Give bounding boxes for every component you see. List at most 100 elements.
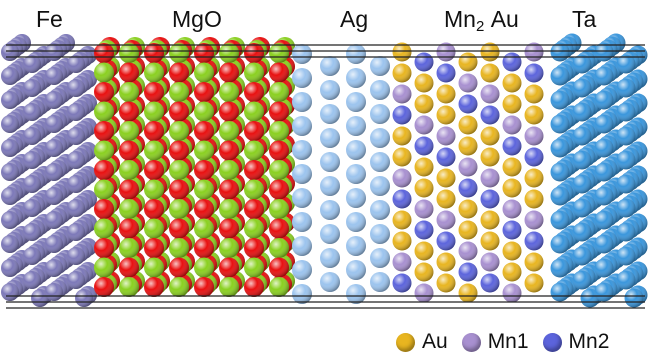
- mn1-atom-shading: [414, 283, 434, 303]
- ag-atom-shading: [346, 212, 366, 232]
- fe-atom-shading: [1, 91, 19, 109]
- o-atom-shading: [269, 140, 289, 161]
- o-atom-shading: [219, 101, 239, 122]
- fe-atom-shading: [67, 103, 85, 121]
- ag-atom-shading: [292, 68, 312, 88]
- au-atom-shading: [458, 52, 478, 72]
- ta-atom-shading: [594, 90, 614, 110]
- o-atom-shading: [269, 257, 289, 278]
- mn1-atom-shading: [480, 252, 500, 272]
- o-atom-shading: [144, 277, 164, 297]
- ta-atom-shading: [616, 126, 636, 146]
- mg-atom-shading: [119, 277, 139, 297]
- au-atom-shading: [414, 157, 434, 177]
- ag-atom-shading: [346, 140, 366, 160]
- au-atom-shading: [502, 262, 522, 282]
- au-atom-shading: [524, 273, 544, 293]
- o-atom-shading: [194, 82, 214, 102]
- ta-atom-shading: [572, 174, 592, 194]
- mg-atom-shading: [194, 257, 214, 278]
- ta-atom-shading: [572, 126, 592, 146]
- mg-atom-shading: [244, 179, 264, 200]
- legend-item-au: Au: [396, 330, 448, 354]
- ta-atom-shading: [616, 78, 636, 98]
- mg-atom-shading: [244, 257, 264, 278]
- mg-atom-shading: [119, 82, 139, 102]
- ta-atom-shading: [594, 282, 614, 302]
- o-atom-shading: [244, 238, 264, 258]
- ta-atom-shading: [616, 222, 636, 242]
- o-atom-shading: [244, 121, 264, 141]
- fe-atom-shading: [67, 79, 85, 97]
- mn1-atom-shading: [392, 84, 412, 104]
- mn2-atom-shading: [436, 231, 456, 251]
- ag-atom-shading: [292, 92, 312, 112]
- fe-atom-shading: [75, 289, 93, 307]
- o-atom-shading: [144, 82, 164, 102]
- mg-atom-shading: [144, 179, 164, 200]
- fe-atom-shading: [45, 43, 63, 61]
- o-atom-shading: [94, 238, 114, 258]
- o-atom-shading: [94, 121, 114, 141]
- o-atom-shading: [219, 179, 239, 200]
- au-atom-shading: [436, 84, 456, 104]
- au-atom-shading: [436, 189, 456, 209]
- ag-atom-shading: [320, 128, 340, 148]
- cell-frame-lines: [6, 44, 645, 309]
- o-atom-shading: [144, 199, 164, 219]
- ta-layer: [550, 33, 648, 308]
- mn1-atom-shading: [524, 210, 544, 230]
- fe-atom-shading: [23, 175, 41, 193]
- ag-atom-shading: [346, 116, 366, 136]
- ag-atom-shading: [320, 56, 340, 76]
- o-atom-shading: [119, 218, 139, 239]
- o-atom-shading: [194, 199, 214, 219]
- ta-atom-shading: [594, 258, 614, 278]
- mn1-atom-shading: [458, 157, 478, 177]
- ta-atom-shading: [594, 162, 614, 182]
- ag-atom-shading: [346, 44, 366, 64]
- mn2-atom-shading: [458, 262, 478, 282]
- au-atom-shading: [414, 178, 434, 198]
- ag-atom-shading: [320, 152, 340, 172]
- mn1-atom-shading: [480, 168, 500, 188]
- ag-atom-shading: [292, 140, 312, 160]
- fe-atom-shading: [23, 127, 41, 145]
- mg-atom-shading: [219, 121, 239, 141]
- ta-atom-shading: [550, 186, 570, 206]
- fe-atom-shading: [67, 175, 85, 193]
- mn2-atom-shading: [436, 63, 456, 83]
- ag-atom-shading: [346, 164, 366, 184]
- mn1-atom-shading: [480, 84, 500, 104]
- ta-atom-shading: [616, 198, 636, 218]
- au-atom-shading: [524, 168, 544, 188]
- mg-atom-shading: [144, 101, 164, 122]
- mg-atom-shading: [269, 199, 289, 219]
- mg-atom-shading: [194, 101, 214, 122]
- ag-atom-shading: [370, 248, 390, 268]
- o-atom-shading: [169, 179, 189, 200]
- ag-atom-shading: [292, 44, 312, 64]
- au-atom-shading: [458, 136, 478, 156]
- mg-atom-shading: [119, 199, 139, 219]
- mn2au-label-base: Mn: [444, 6, 476, 32]
- o-atom-shading: [144, 43, 164, 63]
- mg-atom-shading: [219, 277, 239, 297]
- au-atom-shading: [458, 220, 478, 240]
- ag-atom-shading: [346, 188, 366, 208]
- mg-atom-shading: [94, 140, 114, 161]
- mg-atom-shading: [169, 277, 189, 297]
- mg-atom-shading: [119, 121, 139, 141]
- au-atom-shading: [392, 126, 412, 146]
- ag-atom-shading: [370, 104, 390, 124]
- ta-atom-shading: [594, 210, 614, 230]
- ag-atom-shading: [292, 116, 312, 136]
- au-atom-shading: [524, 84, 544, 104]
- au-atom-shading: [502, 178, 522, 198]
- o-atom-shading: [144, 121, 164, 141]
- ag-atom-shading: [370, 176, 390, 196]
- au-atom-shading: [392, 231, 412, 251]
- o-atom-shading: [219, 62, 239, 83]
- ag-atom-shading: [320, 104, 340, 124]
- mg-atom-shading: [144, 62, 164, 83]
